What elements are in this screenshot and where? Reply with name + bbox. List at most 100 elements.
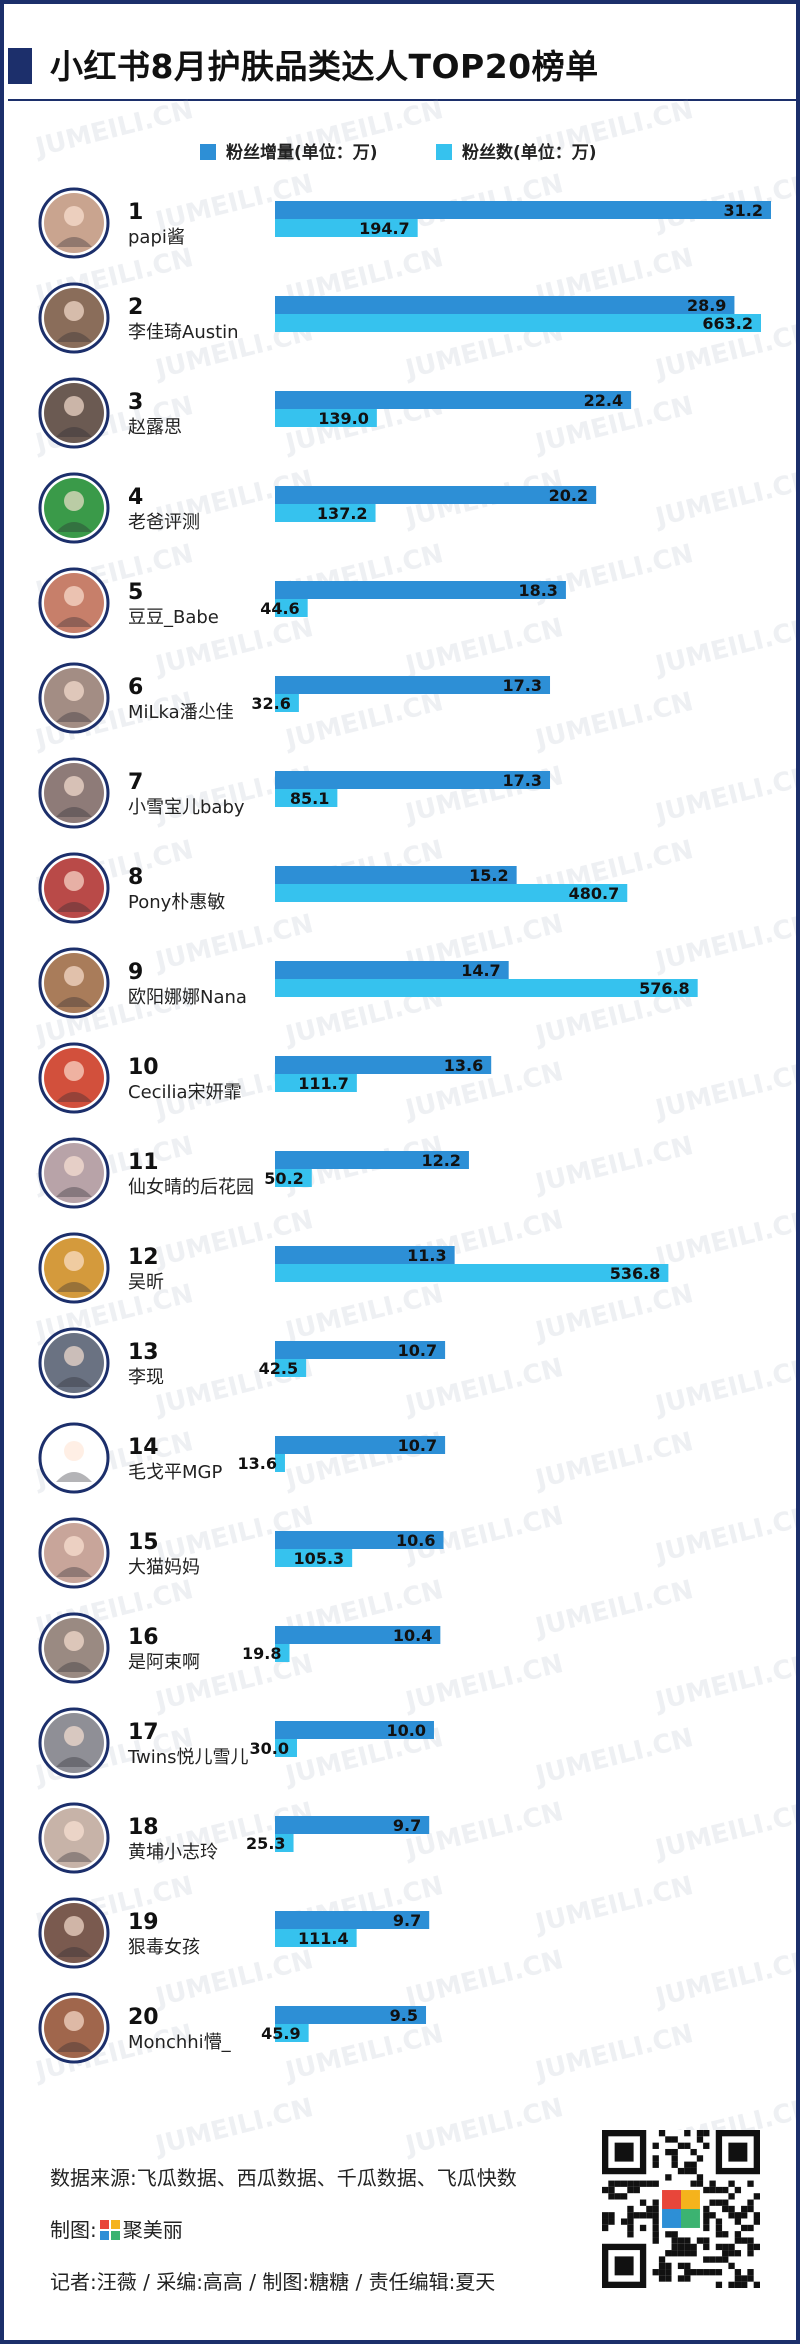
- bar-followers-label: 663.2: [702, 314, 753, 333]
- avatar-shoulders: [56, 1852, 92, 1862]
- bar-increment: [275, 961, 509, 979]
- bar-increment-label: 10.7: [398, 1436, 437, 1455]
- legend-label-followers: 粉丝数(单位：万): [462, 143, 597, 163]
- avatar-face: [64, 206, 84, 226]
- avatar-shoulders: [56, 1092, 92, 1102]
- bar-increment-label: 15.2: [469, 866, 508, 885]
- bar-increment: [275, 866, 517, 884]
- bar-followers: [275, 1549, 353, 1567]
- title-accent-bar: [8, 48, 32, 84]
- rank-number: 1: [128, 200, 143, 225]
- avatar-face: [64, 1346, 84, 1366]
- bar-followers: [275, 1644, 290, 1662]
- bar-increment: [275, 1151, 469, 1169]
- avatar-shoulders: [56, 807, 92, 817]
- avatar-shoulders: [56, 1567, 92, 1577]
- bar-followers: [275, 694, 299, 712]
- bar-increment-label: 9.7: [393, 1816, 421, 1835]
- blogger-name: Pony朴惠敏: [128, 892, 225, 913]
- bar-increment-label: 10.6: [396, 1531, 435, 1550]
- rank-number: 19: [128, 1910, 159, 1935]
- avatar-face: [64, 1061, 84, 1081]
- avatar-shoulders: [56, 1282, 92, 1292]
- avatar-shoulders: [56, 1757, 92, 1767]
- bar-followers: [275, 1834, 294, 1852]
- avatar-face: [64, 1821, 84, 1841]
- avatar-shoulders: [56, 522, 92, 532]
- avatar-shoulders: [56, 332, 92, 342]
- footer-source: 数据来源:飞瓜数据、西瓜数据、千瓜数据、飞瓜快数: [50, 2166, 517, 2190]
- blogger-name: 李现: [128, 1367, 164, 1388]
- qr-code-icon: [602, 2130, 760, 2288]
- bar-increment: [275, 1341, 446, 1359]
- bar-followers-label: 139.0: [318, 409, 369, 428]
- bar-followers: [275, 884, 628, 902]
- legend-item-increment: 粉丝增量(单位：万): [200, 138, 378, 163]
- bar-followers: [275, 1169, 312, 1187]
- bar-followers-label: 25.3: [246, 1834, 285, 1853]
- bar-increment-label: 28.9: [687, 296, 726, 315]
- avatar-face: [64, 1441, 84, 1461]
- legend-item-followers: 粉丝数(单位：万): [436, 138, 597, 163]
- legend-label-increment: 粉丝增量(单位：万): [226, 143, 378, 163]
- blogger-name: papi酱: [128, 227, 185, 248]
- bar-increment: [275, 771, 551, 789]
- rank-number: 10: [128, 1055, 159, 1080]
- bar-followers: [275, 1739, 297, 1757]
- legend-swatch-increment: [200, 144, 216, 160]
- bar-followers: [275, 1454, 285, 1472]
- rank-number: 8: [128, 865, 143, 890]
- bar-followers: [275, 1359, 307, 1377]
- title-divider: [8, 99, 796, 101]
- bar-increment: [275, 1056, 492, 1074]
- bar-followers-label: 105.3: [294, 1549, 345, 1568]
- footer-maker-prefix: 制图:: [50, 2218, 97, 2242]
- blogger-name: 小雪宝儿baby: [128, 797, 245, 818]
- bar-increment-label: 31.2: [724, 201, 763, 220]
- rank-number: 4: [128, 485, 143, 510]
- footer-maker: 制图: 聚美丽: [50, 2214, 183, 2243]
- bar-followers-label: 194.7: [359, 219, 410, 238]
- bar-increment-label: 17.3: [503, 771, 542, 790]
- bar-followers-label: 85.1: [290, 789, 329, 808]
- bar-followers: [275, 979, 698, 997]
- blogger-name: 仙女晴的后花园: [128, 1177, 254, 1198]
- bar-increment: [275, 486, 597, 504]
- blogger-name: Twins悦儿雪儿: [127, 1747, 249, 1768]
- avatar-shoulders: [56, 1377, 92, 1387]
- blogger-name: 欧阳娜娜Nana: [128, 987, 247, 1008]
- blogger-name: 黄埔小志玲: [128, 1842, 218, 1863]
- rank-number: 20: [128, 2005, 159, 2030]
- rank-number: 15: [128, 1530, 159, 1555]
- bar-increment-label: 10.4: [393, 1626, 432, 1645]
- avatar-face: [64, 491, 84, 511]
- bar-increment-label: 20.2: [549, 486, 588, 505]
- bar-increment: [275, 1721, 434, 1739]
- rank-number: 13: [128, 1340, 159, 1365]
- bar-increment-label: 11.3: [407, 1246, 446, 1265]
- bar-increment: [275, 201, 771, 219]
- bar-followers-label: 50.2: [264, 1169, 303, 1188]
- avatar-shoulders: [56, 712, 92, 722]
- bar-increment-label: 9.5: [390, 2006, 418, 2025]
- blogger-name: 吴昕: [128, 1272, 164, 1293]
- avatar-face: [64, 1726, 84, 1746]
- rank-number: 14: [128, 1435, 159, 1460]
- footer-credits: 记者:汪薇 / 采编:高高 / 制图:糖糖 / 责任编辑:夏天: [50, 2270, 496, 2294]
- bar-followers: [275, 409, 377, 427]
- bar-followers-label: 480.7: [569, 884, 620, 903]
- bar-increment: [275, 1626, 441, 1644]
- rank-number: 17: [128, 1720, 159, 1745]
- rank-number: 9: [128, 960, 143, 985]
- bar-increment-label: 22.4: [584, 391, 623, 410]
- rank-number: 7: [128, 770, 143, 795]
- bar-followers: [275, 1264, 669, 1282]
- blogger-name: 赵露思: [128, 417, 182, 438]
- bar-followers: [275, 1929, 357, 1947]
- avatar-shoulders: [56, 237, 92, 247]
- legend-swatch-followers: [436, 144, 452, 160]
- bar-increment-label: 10.0: [386, 1721, 425, 1740]
- bar-followers-label: 19.8: [242, 1644, 281, 1663]
- avatar-shoulders: [56, 1947, 92, 1957]
